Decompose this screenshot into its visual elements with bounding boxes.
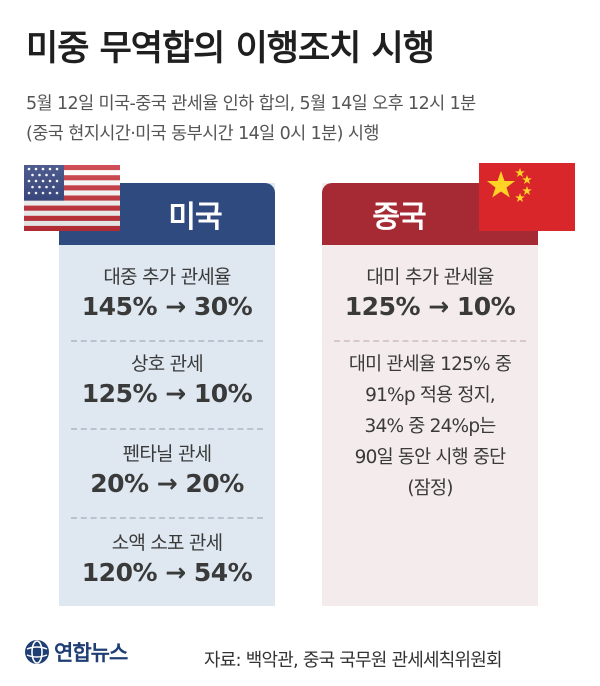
cn-note: 대미 관세율 125% 중 91%p 적용 정지, 34% 중 24%p는 90…	[322, 349, 538, 504]
item-value: 120% → 54%	[81, 558, 253, 587]
note-line: (잠정)	[407, 478, 453, 499]
note-line: 대미 관세율 125% 중	[348, 354, 512, 375]
us-flag-icon	[24, 165, 120, 231]
item-label: 대중 추가 관세율	[103, 266, 231, 288]
logo-text: 연합뉴스	[54, 641, 128, 665]
us-panel: 미국 대중 추가 관세율 145% → 30% 상호 관세 125% → 10%…	[59, 183, 275, 606]
cn-item-additional-tariff: 대미 추가 관세율 125% → 10%	[322, 262, 538, 321]
page-title: 미중 무역합의 이행조치 시행	[26, 29, 435, 69]
yonhap-globe-icon	[25, 640, 49, 664]
us-item-small-parcel-tariff: 소액 소포 관세 120% → 54%	[59, 528, 275, 587]
us-item-reciprocal-tariff: 상호 관세 125% → 10%	[59, 349, 275, 408]
us-item-additional-tariff: 대중 추가 관세율 145% → 30%	[59, 262, 275, 321]
item-value: 20% → 20%	[90, 469, 244, 498]
item-value: 125% → 10%	[81, 379, 253, 408]
divider	[71, 428, 263, 430]
cn-panel: 중국 대미 추가 관세율 125% → 10% 대미 관세율 125% 중 91…	[322, 183, 538, 606]
china-flag-icon	[479, 163, 575, 231]
item-label: 대미 추가 관세율	[366, 266, 494, 288]
note-line: 34% 중 24%p는	[364, 416, 497, 437]
source-note: 자료: 백악관, 중국 국무원 관세세칙위원회	[204, 650, 503, 671]
us-item-fentanyl-tariff: 펜타닐 관세 20% → 20%	[59, 439, 275, 498]
divider	[334, 340, 526, 342]
item-value: 125% → 10%	[344, 292, 516, 321]
item-label: 소액 소포 관세	[111, 532, 223, 554]
divider	[71, 517, 263, 519]
yonhap-logo: 연합뉴스	[24, 637, 128, 667]
divider	[71, 340, 263, 342]
note-line: 90일 동안 시행 중단	[354, 447, 507, 468]
subtitle-line-2: (중국 현지시간·미국 동부시간 14일 0시 1분) 시행	[26, 124, 379, 144]
item-value: 145% → 30%	[81, 292, 253, 321]
item-label: 상호 관세	[131, 353, 204, 375]
note-line: 91%p 적용 정지,	[365, 385, 496, 406]
subtitle-line-1: 5월 12일 미국-중국 관세율 인하 합의, 5월 14일 오후 12시 1분	[26, 94, 476, 114]
item-label: 펜타닐 관세	[122, 443, 212, 465]
